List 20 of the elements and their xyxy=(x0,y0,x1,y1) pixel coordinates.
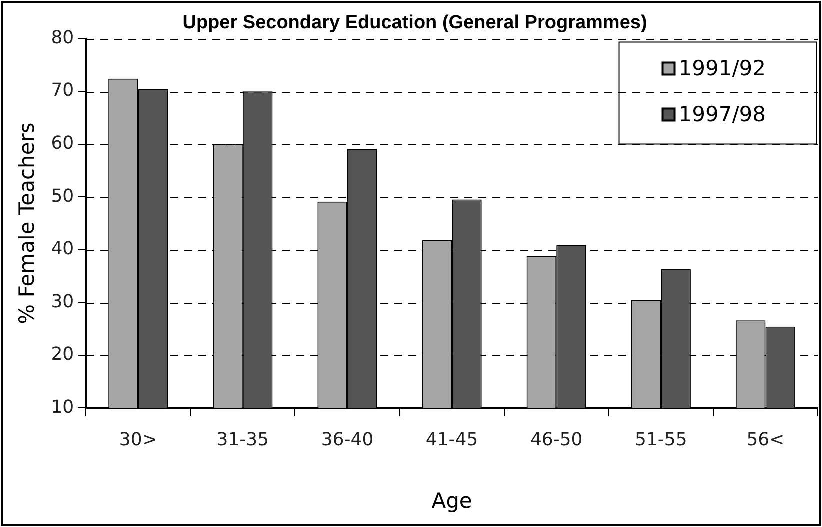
y-tick-label: 60 xyxy=(51,133,74,154)
y-tick-label: 10 xyxy=(51,396,74,418)
legend-label: 1991/92 xyxy=(678,56,766,80)
x-tick-label: 30> xyxy=(119,430,158,451)
x-axis-title: Age xyxy=(432,488,472,513)
x-tick-label: 41-45 xyxy=(426,430,478,451)
y-tick-label: 80 xyxy=(51,27,74,48)
y-tick-label: 50 xyxy=(51,186,74,207)
x-tick-label: 46-50 xyxy=(530,430,583,451)
x-tick-label: 51-55 xyxy=(635,430,688,451)
x-tick-label: 36-40 xyxy=(321,430,374,451)
x-tick-label: 31-35 xyxy=(216,430,270,451)
legend-label: 1997/98 xyxy=(678,102,766,126)
y-tick-label: 40 xyxy=(51,238,74,260)
y-tick-label: 30 xyxy=(51,291,74,312)
chart-title: Upper Secondary Education (General Programmes) xyxy=(182,12,648,34)
y-tick-label: 70 xyxy=(51,80,74,102)
y-axis-title: % Female Teachers xyxy=(15,122,40,324)
x-tick-label: 56< xyxy=(746,430,785,451)
y-tick-label: 20 xyxy=(51,344,74,366)
